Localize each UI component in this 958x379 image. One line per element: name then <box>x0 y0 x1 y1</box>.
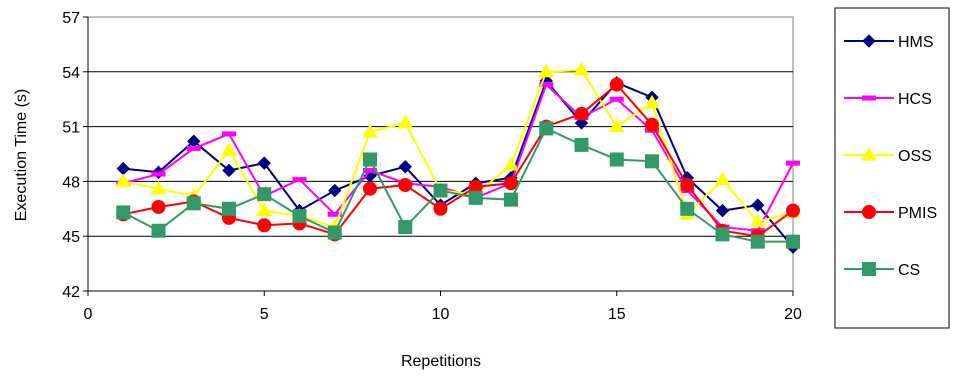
data-point-hcs <box>186 146 201 152</box>
legend-marker-pmis <box>862 205 876 219</box>
data-point-pmis <box>151 199 166 214</box>
data-point-hcs <box>786 160 800 166</box>
data-point-hcs <box>292 177 307 183</box>
data-point-hms <box>222 163 236 178</box>
data-point-cs <box>574 137 589 152</box>
data-point-hcs <box>363 167 377 173</box>
data-point-oss <box>256 202 273 217</box>
plot-frame <box>87 16 794 292</box>
data-point-oss <box>714 171 731 186</box>
legend-marker-hms <box>862 34 876 48</box>
legend-label-hms: HMS <box>898 34 934 51</box>
y-tick-label: 51 <box>62 120 80 137</box>
y-tick-label: 42 <box>62 284 80 301</box>
data-point-cs <box>292 209 307 224</box>
legend-label-pmis: PMIS <box>898 205 937 222</box>
legend-item-oss: OSS <box>844 147 932 165</box>
x-tick-label: 20 <box>784 306 802 323</box>
x-axis-title: Repetitions <box>401 353 481 370</box>
x-tick-label: 15 <box>608 306 626 323</box>
legend-item-cs: CS <box>844 262 920 279</box>
y-axis-title: Execution Time (s) <box>13 89 30 221</box>
data-point-cs <box>645 154 659 169</box>
legend-marker-cs <box>862 262 876 276</box>
data-point-oss <box>362 124 378 138</box>
legend-marker-hcs <box>862 95 876 101</box>
data-point-cs <box>186 196 201 211</box>
data-point-pmis <box>398 178 413 193</box>
series-pmis <box>116 77 800 244</box>
legend-label-cs: CS <box>898 262 920 279</box>
data-point-oss <box>608 118 625 133</box>
data-point-cs <box>327 225 342 240</box>
y-tick-label: 54 <box>62 65 80 82</box>
data-point-cs <box>750 234 765 249</box>
legend-item-pmis: PMIS <box>844 205 937 222</box>
data-point-oss <box>221 142 237 156</box>
data-point-cs <box>433 183 448 198</box>
data-point-pmis <box>504 176 518 191</box>
data-point-oss <box>150 180 167 195</box>
legend-box <box>834 7 950 329</box>
data-point-cs <box>468 190 483 205</box>
data-point-pmis <box>574 106 589 121</box>
x-tick-label: 5 <box>260 306 269 323</box>
data-point-cs <box>609 152 624 167</box>
data-point-cs <box>715 227 730 242</box>
data-point-pmis <box>680 178 695 193</box>
data-point-cs <box>680 201 695 216</box>
data-point-pmis <box>257 218 272 233</box>
x-tick-label: 0 <box>84 306 93 323</box>
y-tick-label: 48 <box>62 174 80 191</box>
data-point-oss <box>397 114 414 129</box>
data-point-pmis <box>609 77 624 92</box>
data-point-hms <box>715 203 730 218</box>
data-point-pmis <box>363 181 377 196</box>
data-point-oss <box>503 156 519 171</box>
data-point-pmis <box>786 203 800 218</box>
y-tick-label: 45 <box>62 229 80 246</box>
data-point-pmis <box>433 201 448 216</box>
data-point-cs <box>222 201 236 216</box>
data-point-oss <box>538 63 555 78</box>
data-point-hms <box>751 198 765 212</box>
legend-label-hcs: HCS <box>898 91 932 108</box>
data-point-oss <box>644 94 660 109</box>
data-point-hms <box>398 160 412 174</box>
data-point-hcs <box>151 171 166 177</box>
data-point-cs <box>363 152 377 167</box>
data-point-hms <box>116 161 130 176</box>
data-point-cs <box>504 192 518 207</box>
data-point-hcs <box>539 82 554 88</box>
data-point-hcs <box>327 211 342 217</box>
x-tick-label: 10 <box>432 306 450 323</box>
data-point-hcs <box>609 96 624 102</box>
data-point-cs <box>398 220 413 235</box>
data-point-cs <box>151 223 166 238</box>
data-point-hcs <box>222 131 236 137</box>
data-point-oss <box>115 173 132 187</box>
data-point-cs <box>116 205 131 220</box>
data-point-oss <box>749 213 766 228</box>
data-point-hms <box>328 183 342 198</box>
legend-label-oss: OSS <box>898 148 932 165</box>
series-cs <box>116 121 800 249</box>
data-point-cs <box>539 121 554 136</box>
y-tick-label: 57 <box>62 10 80 27</box>
legend-marker-oss <box>861 147 877 161</box>
data-point-hms <box>257 156 271 170</box>
data-point-pmis <box>645 117 659 132</box>
data-point-oss <box>573 61 590 76</box>
legend-item-hms: HMS <box>844 34 934 51</box>
plot-area: 42 45 48 51 54 57 0 5 10 15 20 <box>62 10 802 323</box>
data-point-cs <box>257 187 272 202</box>
data-point-cs <box>786 234 800 249</box>
series-hcs <box>116 82 800 234</box>
series-line-oss <box>123 68 794 229</box>
legend-item-hcs: HCS <box>844 91 932 108</box>
legend: HMS HCS OSS PMIS CS <box>834 7 950 329</box>
